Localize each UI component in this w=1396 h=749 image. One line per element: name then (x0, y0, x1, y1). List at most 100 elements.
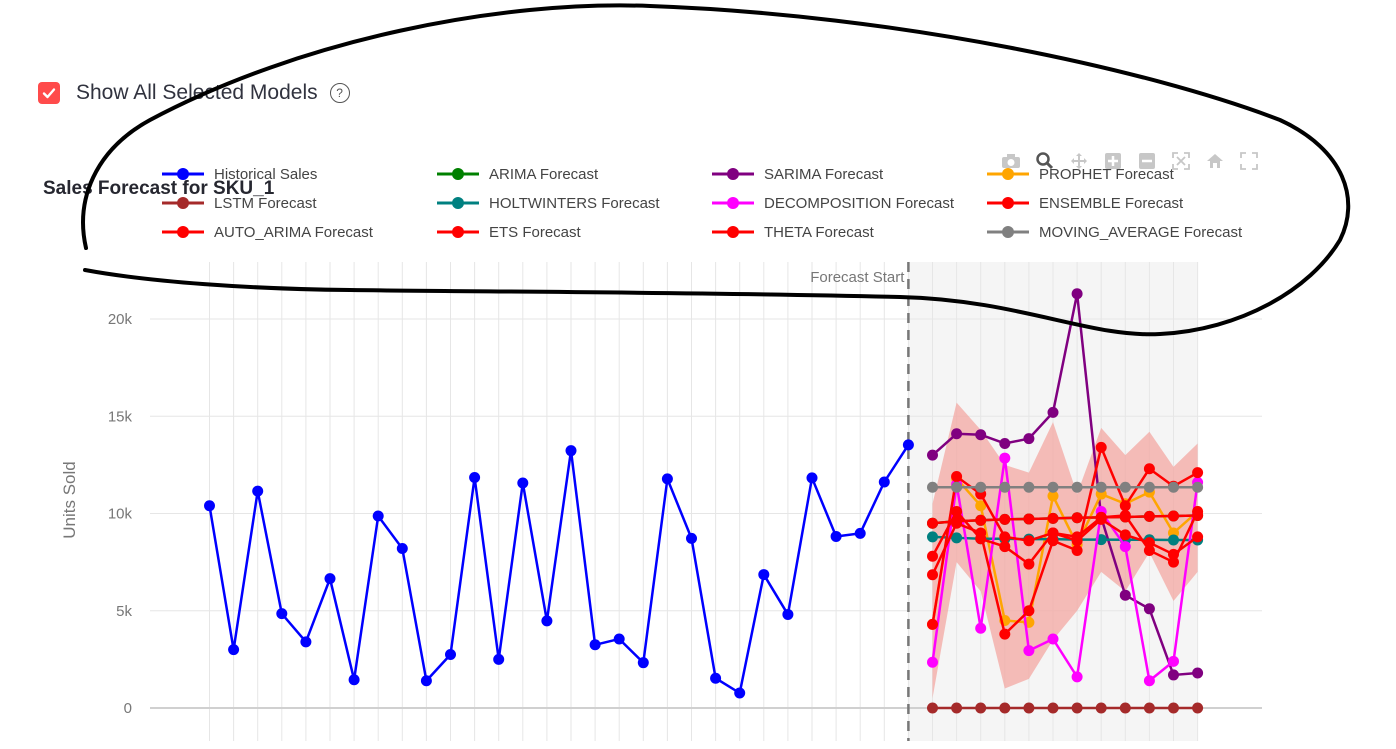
historical-sales-point (493, 653, 505, 665)
sarima-forecast-point (951, 428, 963, 440)
show-all-models-checkbox[interactable] (38, 82, 60, 104)
legend-item-decomposition-forecast[interactable]: DECOMPOSITION Forecast (710, 192, 954, 214)
moving-average-forecast-point (999, 481, 1011, 493)
auto-arima-forecast-point (975, 527, 987, 539)
autoscale-icon[interactable] (1170, 150, 1192, 172)
lstm-forecast-point (1047, 702, 1059, 714)
ensemble-forecast-point (1192, 531, 1204, 543)
historical-sales-point (902, 439, 914, 451)
sarima-forecast-point (1192, 667, 1204, 679)
legend-swatch (437, 168, 479, 180)
moving-average-forecast-point (1192, 481, 1204, 493)
historical-sales-point (758, 569, 770, 581)
legend-label: ARIMA Forecast (489, 165, 599, 183)
holtwinters-forecast-point (951, 532, 963, 544)
historical-sales-point (324, 573, 336, 585)
auto-arima-forecast-point (1192, 467, 1204, 479)
historical-sales-point (565, 445, 577, 457)
ets-forecast-point (999, 513, 1011, 525)
lstm-forecast-point (975, 702, 987, 714)
legend-item-ensemble-forecast[interactable]: ENSEMBLE Forecast (985, 192, 1183, 214)
legend-swatch (987, 226, 1029, 238)
sarima-forecast-point (999, 437, 1011, 449)
legend-item-sarima-forecast[interactable]: SARIMA Forecast (710, 163, 883, 185)
historical-sales-point (517, 477, 529, 489)
theta-forecast-point (1095, 511, 1107, 523)
question-circle-icon[interactable]: ? (329, 83, 350, 103)
ets-forecast-point (1168, 510, 1179, 522)
ensemble-forecast-point (951, 506, 963, 518)
theta-forecast-point (1192, 506, 1204, 518)
lstm-forecast-point (951, 702, 963, 714)
legend-item-theta-forecast[interactable]: THETA Forecast (710, 221, 874, 243)
ets-forecast-point (1023, 513, 1035, 525)
holtwinters-forecast-point (927, 531, 938, 543)
show-all-models-label[interactable]: Show All Selected Models (76, 81, 318, 104)
legend-label: LSTM Forecast (214, 194, 317, 212)
historical-sales-point (613, 633, 625, 645)
historical-sales-point (734, 687, 746, 699)
lstm-forecast-point (1095, 702, 1107, 714)
moving-average-forecast-point (927, 481, 938, 493)
pan-icon[interactable] (1068, 150, 1090, 172)
y-tick-label: 10k (108, 506, 133, 523)
y-axis-label: Units Sold (60, 461, 79, 538)
legend-label: Historical Sales (214, 165, 318, 183)
zoom-icon[interactable] (1034, 150, 1056, 172)
historical-sales-point (686, 532, 697, 544)
checkmark-icon (42, 88, 56, 99)
auto-arima-forecast-point (999, 628, 1011, 640)
auto-arima-forecast-point (1023, 605, 1035, 617)
sarima-forecast-point (1023, 433, 1035, 445)
prophet-forecast-point (975, 500, 987, 512)
y-tick-label: 15k (108, 408, 133, 425)
legend-label: SARIMA Forecast (764, 165, 884, 183)
decomposition-forecast-point (999, 452, 1011, 464)
moving-average-forecast-point (1143, 481, 1155, 493)
forecast-start-label: Forecast Start (810, 269, 905, 286)
moving-average-forecast-point (1095, 481, 1107, 493)
zoom-in-icon[interactable] (1102, 150, 1124, 172)
lstm-forecast-point (1192, 702, 1204, 714)
historical-sales-point (589, 639, 601, 651)
show-all-models-checkbox-row[interactable]: Show All Selected Models ? (38, 80, 350, 106)
historical-sales-point (204, 500, 215, 512)
theta-forecast-point (1071, 531, 1083, 543)
legend-item-historical-sales[interactable]: Historical Sales (160, 163, 317, 185)
home-icon[interactable] (1204, 150, 1226, 172)
legend-swatch (987, 197, 1029, 209)
moving-average-forecast-point (1047, 481, 1059, 493)
legend-item-auto-arima-forecast[interactable]: AUTO_ARIMA Forecast (160, 221, 373, 243)
historical-sales-point (372, 510, 384, 522)
y-tick-label: 20k (108, 311, 133, 328)
ensemble-forecast-point (1023, 558, 1035, 570)
historical-sales-point (228, 644, 240, 656)
ets-forecast-point (951, 515, 963, 527)
ensemble-forecast-point (1119, 529, 1131, 541)
fullscreen-icon[interactable] (1238, 150, 1260, 172)
zoom-out-icon[interactable] (1136, 150, 1158, 172)
ets-forecast-point (1071, 512, 1083, 524)
chart-legend: Historical Sales ARIMA Forecast SARIMA For… (160, 160, 1280, 250)
decomposition-forecast-point (1119, 541, 1131, 553)
prophet-forecast-line (931, 475, 1199, 625)
theta-forecast-point (1047, 527, 1059, 539)
legend-item-arima-forecast[interactable]: ARIMA Forecast (435, 163, 598, 185)
legend-item-moving-average-forecast[interactable]: MOVING_AVERAGE Forecast (985, 221, 1242, 243)
legend-item-holtwinters-forecast[interactable]: HOLTWINTERS Forecast (435, 192, 660, 214)
moving-average-forecast-point (975, 481, 987, 493)
decomposition-forecast-point (975, 622, 987, 634)
legend-item-ets-forecast[interactable]: ETS Forecast (435, 221, 581, 243)
historical-sales-point (420, 675, 432, 687)
auto-arima-forecast-point (927, 569, 938, 581)
legend-swatch (437, 197, 479, 209)
legend-item-lstm-forecast[interactable]: LSTM Forecast (160, 192, 317, 214)
sarima-forecast-point (1119, 589, 1131, 601)
moving-average-forecast-point (1168, 481, 1179, 493)
legend-swatch (712, 168, 754, 180)
theta-forecast-point (1023, 535, 1035, 547)
historical-sales-point (300, 636, 312, 648)
decomposition-forecast-point (1047, 633, 1059, 645)
camera-icon[interactable] (1000, 150, 1022, 172)
